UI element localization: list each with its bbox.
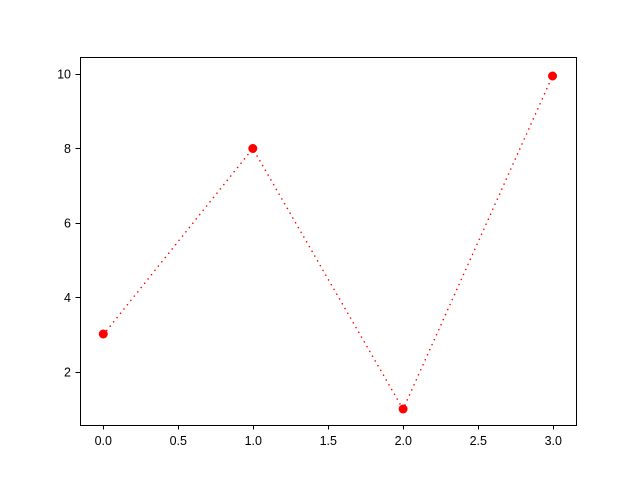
svg-text:0.5: 0.5 xyxy=(170,434,187,448)
svg-text:8: 8 xyxy=(64,142,71,156)
svg-text:2.5: 2.5 xyxy=(470,434,487,448)
svg-text:1.5: 1.5 xyxy=(320,434,337,448)
svg-text:2.0: 2.0 xyxy=(395,434,412,448)
svg-text:4: 4 xyxy=(64,291,71,305)
svg-text:0.0: 0.0 xyxy=(95,434,112,448)
svg-text:6: 6 xyxy=(64,217,71,231)
svg-text:1.0: 1.0 xyxy=(245,434,262,448)
svg-text:3.0: 3.0 xyxy=(545,434,562,448)
svg-text:2: 2 xyxy=(64,366,71,380)
svg-text:10: 10 xyxy=(57,68,71,82)
